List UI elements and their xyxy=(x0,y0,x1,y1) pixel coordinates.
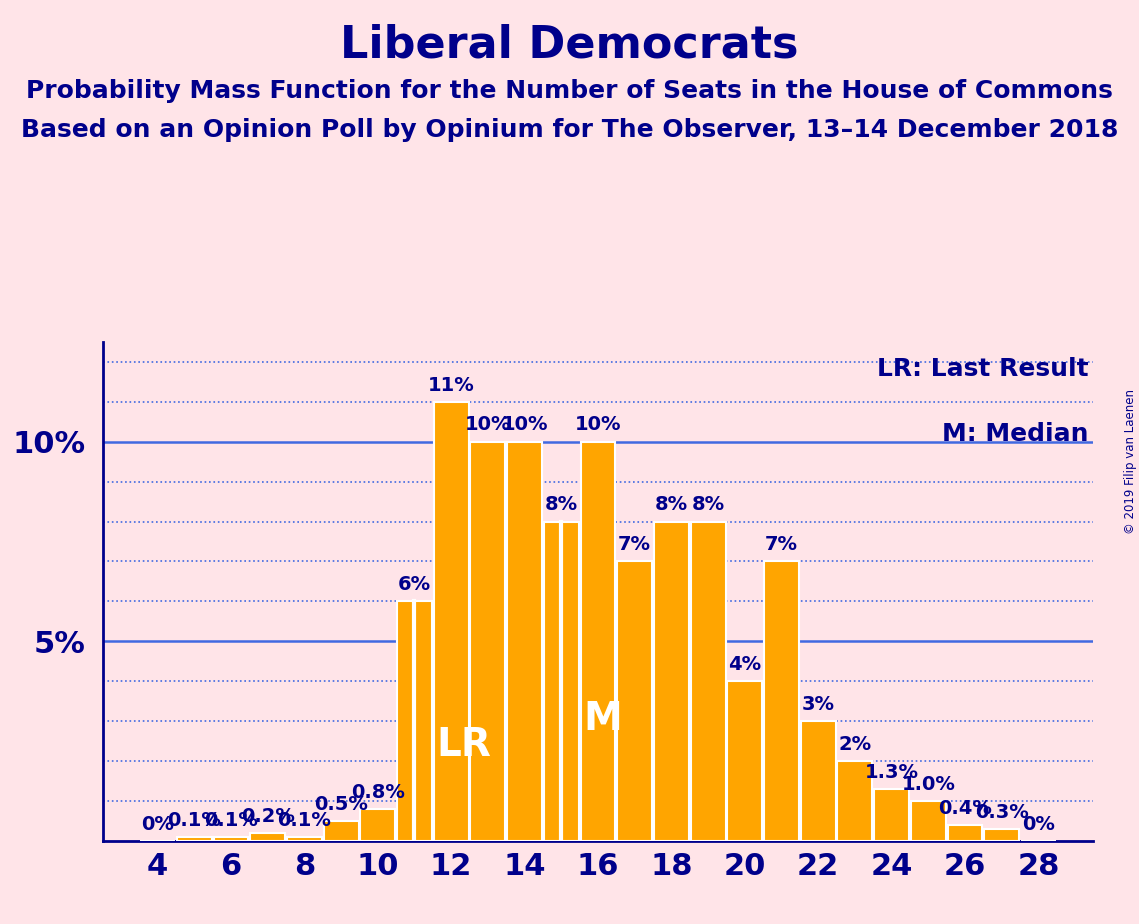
Text: 3%: 3% xyxy=(802,695,835,714)
Bar xyxy=(251,833,285,841)
Text: 1.3%: 1.3% xyxy=(865,763,918,782)
Text: 8%: 8% xyxy=(655,495,688,515)
Text: 0.4%: 0.4% xyxy=(939,798,992,818)
Bar xyxy=(654,521,689,841)
Text: 10%: 10% xyxy=(575,416,621,434)
Text: Probability Mass Function for the Number of Seats in the House of Commons: Probability Mass Function for the Number… xyxy=(26,79,1113,103)
Text: 0%: 0% xyxy=(1022,815,1055,833)
Bar xyxy=(837,761,872,841)
Bar xyxy=(948,825,983,841)
Text: 10%: 10% xyxy=(501,416,548,434)
Text: M: M xyxy=(583,700,622,738)
Bar xyxy=(543,521,579,841)
Text: 10%: 10% xyxy=(465,416,511,434)
Text: 8%: 8% xyxy=(544,495,577,515)
Bar xyxy=(177,837,212,841)
Bar xyxy=(801,721,836,841)
Text: 7%: 7% xyxy=(765,535,798,554)
Bar xyxy=(874,789,909,841)
Bar xyxy=(690,521,726,841)
Text: 7%: 7% xyxy=(618,535,652,554)
Text: 0.2%: 0.2% xyxy=(240,807,295,826)
Text: © 2019 Filip van Laenen: © 2019 Filip van Laenen xyxy=(1124,390,1137,534)
Bar xyxy=(470,442,506,841)
Bar xyxy=(398,602,432,841)
Bar xyxy=(728,681,762,841)
Bar xyxy=(213,837,248,841)
Bar xyxy=(581,442,615,841)
Bar xyxy=(360,808,395,841)
Bar xyxy=(507,442,542,841)
Text: 8%: 8% xyxy=(691,495,724,515)
Text: 0.1%: 0.1% xyxy=(167,810,221,830)
Text: 11%: 11% xyxy=(428,375,475,395)
Bar xyxy=(434,402,468,841)
Text: 0.3%: 0.3% xyxy=(975,803,1029,821)
Text: 2%: 2% xyxy=(838,735,871,754)
Bar xyxy=(323,821,359,841)
Text: LR: LR xyxy=(436,726,491,764)
Bar xyxy=(984,829,1019,841)
Text: Liberal Democrats: Liberal Democrats xyxy=(341,23,798,67)
Text: 6%: 6% xyxy=(398,575,431,594)
Bar xyxy=(764,562,798,841)
Text: 4%: 4% xyxy=(728,655,761,674)
Text: 0.1%: 0.1% xyxy=(278,810,331,830)
Text: LR: Last Result: LR: Last Result xyxy=(877,357,1089,381)
Text: M: Median: M: Median xyxy=(942,421,1089,445)
Text: 0.5%: 0.5% xyxy=(314,795,368,814)
Text: Based on an Opinion Poll by Opinium for The Observer, 13–14 December 2018: Based on an Opinion Poll by Opinium for … xyxy=(21,118,1118,142)
Bar xyxy=(287,837,322,841)
Text: 1.0%: 1.0% xyxy=(901,774,956,794)
Bar xyxy=(617,562,653,841)
Text: 0.1%: 0.1% xyxy=(204,810,257,830)
Bar xyxy=(911,801,945,841)
Text: 0%: 0% xyxy=(141,815,174,833)
Text: 0.8%: 0.8% xyxy=(351,783,404,802)
